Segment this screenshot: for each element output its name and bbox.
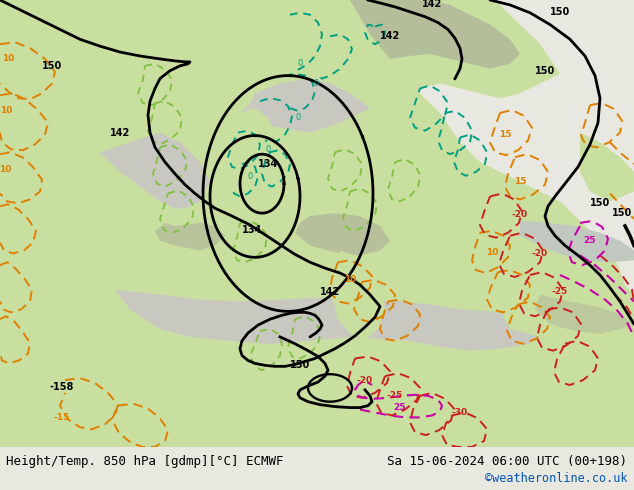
- Text: 10: 10: [0, 166, 11, 174]
- Text: 10: 10: [344, 275, 356, 284]
- Text: 134: 134: [242, 225, 262, 235]
- Polygon shape: [0, 0, 634, 447]
- Text: Sa 15-06-2024 06:00 UTC (00+198): Sa 15-06-2024 06:00 UTC (00+198): [387, 456, 627, 468]
- Text: 150: 150: [550, 7, 570, 17]
- Text: 10: 10: [0, 105, 12, 115]
- Text: 150: 150: [612, 208, 632, 218]
- Text: 0: 0: [295, 113, 301, 122]
- Text: -25: -25: [552, 287, 568, 296]
- Polygon shape: [535, 294, 634, 334]
- Polygon shape: [332, 250, 385, 339]
- Polygon shape: [500, 282, 634, 341]
- Polygon shape: [400, 250, 634, 324]
- Polygon shape: [115, 290, 540, 351]
- Text: 10: 10: [2, 54, 14, 63]
- Text: 142: 142: [320, 287, 340, 296]
- Text: 15: 15: [514, 177, 526, 186]
- Polygon shape: [350, 0, 520, 69]
- Text: 25: 25: [584, 236, 596, 245]
- Text: -158: -158: [50, 382, 74, 392]
- Polygon shape: [295, 213, 390, 255]
- Text: -20: -20: [512, 210, 528, 219]
- Text: 150: 150: [535, 66, 555, 75]
- Text: 142: 142: [110, 127, 130, 138]
- Text: -30: -30: [452, 408, 468, 417]
- Text: -25: -25: [387, 392, 403, 400]
- Polygon shape: [100, 133, 210, 211]
- Text: 134: 134: [258, 159, 278, 169]
- Text: -15: -15: [54, 413, 70, 422]
- Text: -20: -20: [357, 376, 373, 385]
- Polygon shape: [0, 388, 634, 447]
- Polygon shape: [230, 108, 275, 152]
- Polygon shape: [215, 138, 240, 162]
- Polygon shape: [115, 206, 230, 294]
- Text: 15: 15: [499, 130, 511, 139]
- Text: 142: 142: [422, 0, 442, 9]
- Text: 0: 0: [313, 79, 319, 88]
- Text: 142: 142: [380, 31, 400, 41]
- Polygon shape: [200, 192, 390, 265]
- Text: 150: 150: [290, 360, 310, 370]
- Text: -20: -20: [532, 249, 548, 258]
- Text: 10: 10: [486, 248, 498, 257]
- Polygon shape: [580, 133, 634, 201]
- Text: 0: 0: [266, 145, 271, 154]
- Text: 0: 0: [247, 172, 252, 181]
- Polygon shape: [520, 221, 634, 262]
- Text: ©weatheronline.co.uk: ©weatheronline.co.uk: [485, 472, 628, 485]
- Polygon shape: [240, 78, 370, 133]
- Text: Height/Temp. 850 hPa [gdmp][°C] ECMWF: Height/Temp. 850 hPa [gdmp][°C] ECMWF: [6, 456, 284, 468]
- Polygon shape: [155, 223, 225, 250]
- Text: 0: 0: [297, 59, 302, 68]
- Text: 150: 150: [42, 61, 62, 71]
- Text: 25: 25: [394, 403, 406, 412]
- Text: 150: 150: [590, 198, 610, 208]
- Polygon shape: [310, 0, 560, 103]
